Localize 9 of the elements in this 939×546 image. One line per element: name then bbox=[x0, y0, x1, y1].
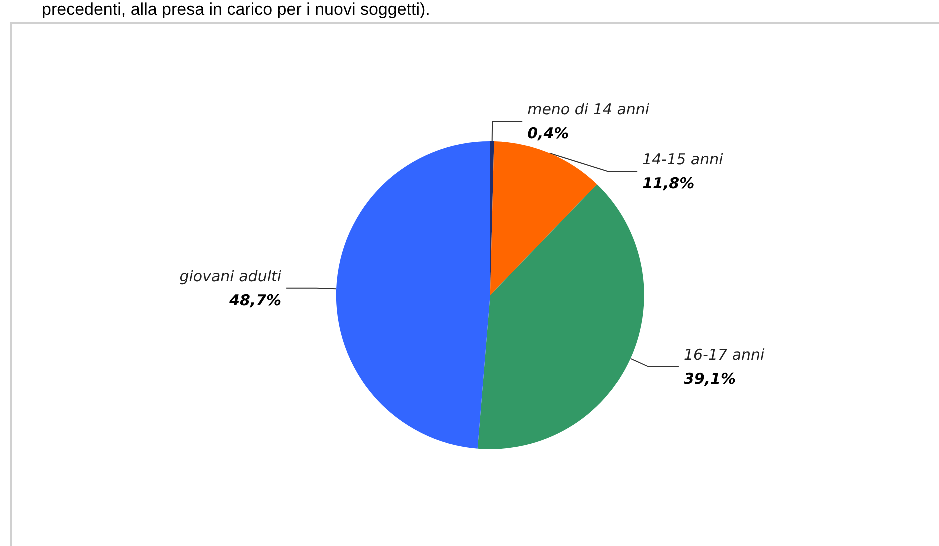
data-label: 0,4% bbox=[528, 124, 570, 142]
slice-label: 14-15 anni bbox=[642, 150, 724, 168]
data-label: 11,8% bbox=[642, 174, 695, 192]
text: precedenti, alla presa in carico per i nuovi soggetti). bbox=[42, 0, 430, 20]
data-label: 39,1% bbox=[684, 370, 736, 388]
slice-label: 16-17 anni bbox=[684, 346, 766, 364]
data-label: 48,7% bbox=[228, 291, 282, 310]
slice-label: giovani adulti bbox=[180, 267, 282, 286]
slice-label: meno di 14 anni bbox=[528, 100, 650, 118]
